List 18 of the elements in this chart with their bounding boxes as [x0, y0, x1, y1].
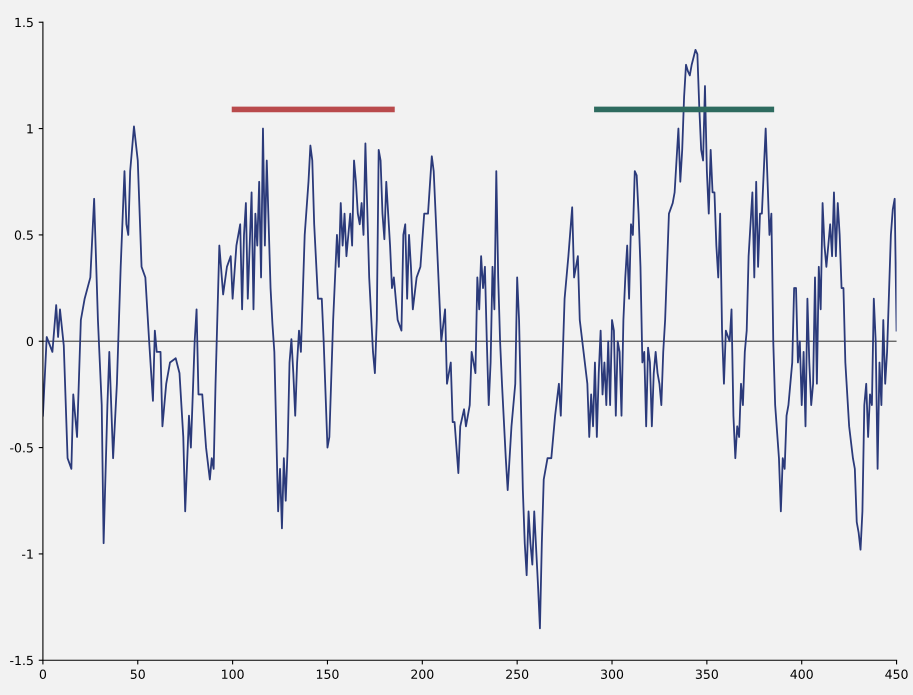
y-tick-label: 1	[27, 124, 33, 134]
y-tick-label: 0.5	[14, 230, 33, 240]
line-series	[42, 48, 897, 630]
x-tick-label: 350	[696, 670, 718, 679]
x-tick-label: 400	[790, 670, 813, 679]
x-tick-label: 150	[316, 670, 339, 679]
x-tick-label: 250	[506, 670, 528, 679]
x-tick-label: 450	[885, 670, 908, 679]
y-tick-label: -0.5	[10, 443, 33, 453]
x-tick-label: 100	[222, 670, 244, 679]
x-tick-label: 300	[601, 670, 624, 679]
x-tick-label: 0	[40, 670, 46, 679]
x-tick-label: 50	[130, 670, 145, 679]
y-tick-label: -1	[22, 550, 33, 559]
y-tick-label: 0	[26, 336, 34, 346]
y-tick-label: 1.5	[15, 18, 33, 28]
y-tick-label: -1.5	[10, 656, 33, 666]
x-tick-label: 200	[411, 670, 434, 679]
